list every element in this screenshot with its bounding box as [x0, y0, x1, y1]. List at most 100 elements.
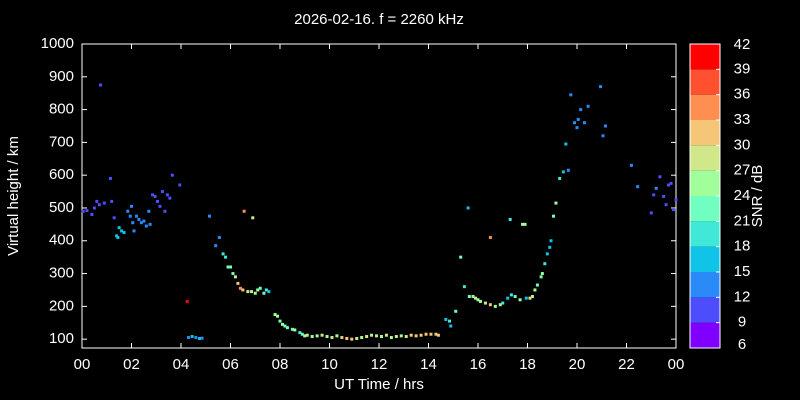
- data-point: [652, 193, 656, 197]
- data-point: [130, 204, 133, 208]
- data-point: [462, 285, 466, 289]
- data-point: [436, 333, 440, 337]
- data-point: [533, 288, 537, 292]
- colorbar-tick-label: 39: [734, 60, 751, 77]
- y-tick-label: 800: [49, 101, 74, 118]
- data-point: [300, 332, 304, 336]
- data-point: [137, 217, 141, 221]
- data-point: [545, 252, 549, 256]
- data-point: [649, 211, 653, 215]
- data-point: [310, 335, 314, 339]
- data-point: [508, 217, 512, 221]
- data-point: [564, 142, 568, 146]
- x-tick-label: 12: [371, 356, 388, 373]
- data-point: [467, 295, 471, 299]
- data-point: [224, 255, 228, 259]
- data-point: [360, 336, 364, 340]
- data-point: [551, 214, 555, 218]
- data-point: [521, 222, 525, 226]
- data-point: [586, 104, 590, 108]
- colorbar-tick-label: 15: [734, 263, 751, 280]
- data-point: [355, 336, 359, 340]
- data-point: [238, 286, 242, 290]
- data-point: [117, 226, 121, 230]
- data-point: [90, 213, 94, 217]
- colorbar-band: [690, 196, 720, 222]
- data-point: [448, 319, 452, 323]
- data-point: [539, 275, 543, 279]
- data-point: [132, 229, 136, 233]
- data-point: [246, 290, 250, 294]
- data-point: [207, 214, 211, 218]
- data-point: [476, 298, 480, 302]
- data-point: [262, 291, 266, 295]
- data-point: [543, 262, 547, 266]
- data-point: [518, 298, 522, 302]
- data-point: [330, 336, 334, 340]
- colorbar-band: [690, 145, 720, 171]
- data-point: [523, 222, 527, 226]
- data-point: [139, 221, 143, 225]
- data-point: [509, 293, 513, 297]
- y-tick-label: 300: [49, 265, 74, 282]
- data-point: [158, 204, 162, 208]
- x-axis-label: UT Time / hrs: [334, 376, 424, 393]
- data-point: [506, 296, 510, 300]
- data-point: [165, 193, 169, 197]
- data-point: [85, 209, 89, 213]
- data-point: [603, 124, 607, 128]
- data-point: [155, 199, 159, 203]
- data-point: [92, 206, 96, 210]
- data-point: [148, 222, 152, 226]
- data-point: [340, 336, 344, 340]
- x-tick-label: 14: [420, 356, 437, 373]
- data-point: [293, 328, 297, 332]
- data-point: [200, 336, 204, 340]
- data-point: [251, 216, 255, 220]
- data-point: [190, 335, 194, 339]
- data-point: [151, 193, 155, 197]
- data-point: [153, 194, 157, 198]
- data-point: [513, 295, 517, 299]
- data-point: [273, 313, 277, 317]
- colorbar-tick-label: 30: [734, 136, 751, 153]
- x-tick-label: 06: [222, 356, 239, 373]
- colorbar-tick-label: 9: [738, 314, 746, 331]
- data-point: [399, 334, 403, 338]
- data-point: [231, 272, 235, 276]
- data-point: [170, 173, 174, 177]
- data-point: [674, 198, 678, 202]
- data-point: [554, 201, 558, 205]
- data-point: [267, 290, 271, 294]
- data-point: [454, 309, 458, 313]
- data-point: [434, 332, 438, 336]
- data-point: [298, 331, 302, 335]
- y-tick-label: 200: [49, 297, 74, 314]
- data-point: [493, 304, 497, 308]
- data-point: [221, 252, 225, 256]
- data-point: [350, 337, 354, 341]
- data-point: [370, 333, 374, 337]
- data-point: [540, 272, 544, 276]
- data-point: [672, 208, 676, 212]
- data-point: [241, 288, 245, 292]
- data-point: [654, 186, 658, 190]
- data-point: [102, 201, 106, 205]
- data-point: [253, 291, 257, 295]
- data-point: [250, 290, 254, 294]
- data-point: [320, 333, 324, 337]
- data-point: [488, 235, 492, 239]
- data-point: [664, 203, 668, 207]
- data-point: [280, 322, 284, 326]
- data-point: [449, 324, 453, 328]
- colorbar-tick-label: 21: [734, 212, 751, 229]
- data-point: [305, 333, 309, 337]
- colorbar-tick-label: 12: [734, 288, 751, 305]
- data-point: [569, 93, 573, 97]
- data-point: [424, 332, 428, 336]
- data-point: [315, 334, 319, 338]
- chart-title: 2026-02-16. f = 2260 kHz: [294, 11, 464, 28]
- data-point: [185, 299, 189, 303]
- data-point: [629, 163, 633, 167]
- data-point: [429, 332, 433, 336]
